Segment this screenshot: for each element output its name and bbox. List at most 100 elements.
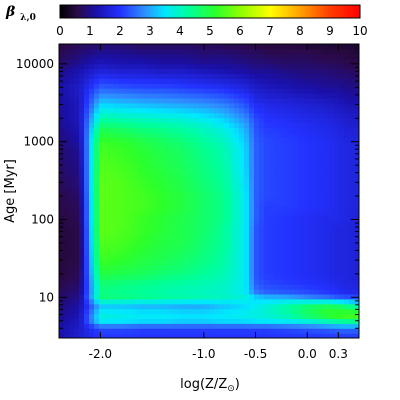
heatmap-cell bbox=[209, 97, 215, 104]
heatmap-cell bbox=[114, 137, 120, 143]
heatmap-cell bbox=[334, 73, 340, 79]
heatmap-cell bbox=[94, 191, 100, 197]
heatmap-cell bbox=[239, 289, 245, 295]
heatmap-cell bbox=[299, 151, 305, 158]
heatmap-cell bbox=[194, 117, 200, 123]
heatmap-cell bbox=[69, 171, 75, 177]
heatmap-cell bbox=[139, 195, 145, 202]
heatmap-cell bbox=[334, 215, 340, 221]
heatmap-cell bbox=[129, 279, 135, 285]
heatmap-cell bbox=[214, 151, 220, 158]
heatmap-cell bbox=[249, 44, 255, 50]
heatmap-cell bbox=[154, 308, 160, 315]
heatmap-cell bbox=[234, 269, 240, 275]
heatmap-cell bbox=[189, 88, 195, 94]
heatmap-cell bbox=[179, 279, 185, 285]
heatmap-cell bbox=[294, 249, 300, 256]
heatmap-cell bbox=[84, 215, 90, 221]
heatmap-cell bbox=[349, 122, 355, 128]
heatmap-cell bbox=[339, 200, 345, 207]
heatmap-cell bbox=[74, 195, 80, 202]
heatmap-cell bbox=[169, 323, 175, 329]
heatmap-cell bbox=[214, 97, 220, 104]
heatmap-cell bbox=[104, 195, 110, 202]
heatmap-cell bbox=[319, 166, 325, 172]
heatmap-cell bbox=[189, 264, 195, 270]
heatmap-cell bbox=[64, 298, 70, 305]
x-tick-label: -2.0 bbox=[89, 347, 112, 361]
heatmap-cell bbox=[239, 156, 245, 163]
heatmap-cell bbox=[189, 44, 195, 50]
heatmap-cell bbox=[254, 191, 260, 197]
heatmap-cell bbox=[179, 58, 185, 65]
heatmap-cell bbox=[224, 181, 230, 187]
heatmap-cell bbox=[159, 102, 165, 109]
heatmap-cell bbox=[184, 44, 190, 50]
heatmap-cell bbox=[194, 333, 200, 338]
heatmap-cell bbox=[249, 102, 255, 109]
heatmap-cell bbox=[159, 142, 165, 148]
heatmap-cell bbox=[64, 63, 70, 70]
heatmap-cell bbox=[304, 102, 310, 109]
heatmap-cell bbox=[244, 132, 250, 138]
heatmap-cell bbox=[59, 210, 65, 217]
heatmap-cell bbox=[229, 88, 235, 94]
heatmap-cell bbox=[124, 137, 130, 143]
heatmap-cell bbox=[194, 205, 200, 212]
heatmap-cell bbox=[119, 107, 125, 114]
heatmap-cell bbox=[229, 303, 235, 310]
heatmap-cell bbox=[259, 274, 265, 280]
heatmap-cell bbox=[249, 132, 255, 138]
heatmap-cell bbox=[349, 137, 355, 143]
heatmap-cell bbox=[259, 166, 265, 172]
heatmap-cell bbox=[269, 44, 275, 50]
heatmap-cell bbox=[254, 249, 260, 256]
heatmap-cell bbox=[319, 53, 325, 60]
heatmap-cell bbox=[74, 156, 80, 163]
heatmap-cell bbox=[249, 264, 255, 270]
heatmap-cell bbox=[329, 122, 335, 128]
heatmap-cell bbox=[209, 102, 215, 109]
heatmap-cell bbox=[344, 166, 350, 172]
heatmap-cell bbox=[314, 289, 320, 295]
heatmap-cell bbox=[264, 333, 270, 338]
heatmap-cell bbox=[189, 53, 195, 60]
heatmap-cell bbox=[239, 279, 245, 285]
heatmap-cell bbox=[139, 328, 145, 334]
heatmap-cell bbox=[259, 127, 265, 133]
heatmap-cell bbox=[119, 102, 125, 109]
heatmap-cell bbox=[354, 63, 359, 70]
heatmap-cell bbox=[154, 97, 160, 104]
heatmap-cell bbox=[149, 112, 155, 119]
heatmap-cell bbox=[344, 240, 350, 246]
heatmap-cell bbox=[299, 88, 305, 94]
heatmap-cell bbox=[189, 171, 195, 177]
heatmap-cell bbox=[164, 97, 170, 104]
heatmap-cell bbox=[124, 205, 130, 212]
heatmap-cell bbox=[59, 151, 65, 158]
heatmap-cell bbox=[244, 186, 250, 192]
heatmap-cell bbox=[59, 53, 65, 60]
heatmap-cell bbox=[234, 293, 240, 300]
heatmap-cell bbox=[134, 107, 140, 114]
heatmap-cell bbox=[154, 279, 160, 285]
heatmap-cell bbox=[164, 259, 170, 266]
heatmap-cell bbox=[309, 161, 315, 168]
heatmap-cell bbox=[59, 269, 65, 275]
heatmap-cell bbox=[204, 195, 210, 202]
heatmap-cell bbox=[309, 102, 315, 109]
heatmap-cell bbox=[249, 156, 255, 163]
heatmap-cell bbox=[139, 298, 145, 305]
heatmap-cell bbox=[144, 83, 150, 89]
heatmap-cell bbox=[119, 210, 125, 217]
heatmap-cell bbox=[249, 161, 255, 168]
heatmap-cell bbox=[309, 122, 315, 128]
heatmap-cell bbox=[309, 112, 315, 119]
heatmap-cell bbox=[134, 44, 140, 50]
heatmap-cell bbox=[139, 210, 145, 217]
heatmap-cell bbox=[264, 171, 270, 177]
heatmap-cell bbox=[334, 44, 340, 50]
heatmap-cell bbox=[184, 146, 190, 153]
heatmap-cell bbox=[179, 146, 185, 153]
heatmap-cell bbox=[334, 274, 340, 280]
